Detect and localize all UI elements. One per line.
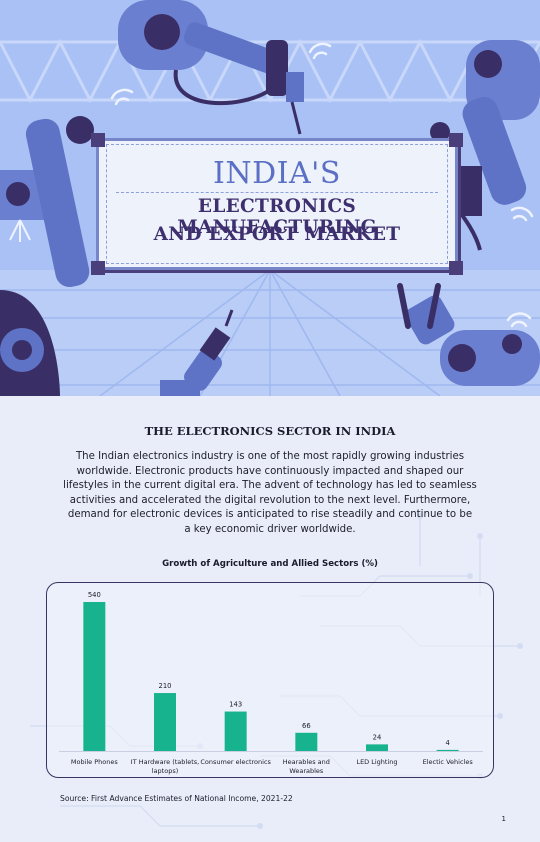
data-label: 143	[229, 701, 242, 709]
category-label: Consumer electronics	[200, 758, 271, 766]
chart-title: Growth of Agriculture and Allied Sectors…	[162, 559, 378, 569]
data-label: 4	[446, 739, 450, 747]
category-label: LED Lighting	[356, 758, 397, 766]
intro-line: demand for electronic devices is anticip…	[67, 509, 473, 521]
content-section: THE ELECTRONICS SECTOR IN INDIA The Indi…	[0, 396, 540, 842]
title-banner-dashed-border	[106, 144, 448, 264]
bar	[366, 744, 388, 751]
intro-paragraph: The Indian electronics industry is one o…	[56, 450, 484, 538]
intro-line: lifestyles in the current digital era. T…	[63, 480, 477, 492]
category-label: Mobile Phones	[71, 758, 119, 766]
banner-title-line1: INDIA'S	[213, 156, 341, 191]
title-banner-frame	[96, 138, 458, 270]
bar-chart: 540 Mobile Phones 210 IT Hardware (tablets,…	[46, 582, 494, 778]
banner-corner	[91, 261, 105, 275]
bar	[83, 602, 106, 751]
banner-corner	[449, 261, 463, 275]
intro-line: activities and accelerated the digital r…	[69, 494, 471, 506]
source-note: Source: First Advance Estimates of Natio…	[60, 794, 293, 803]
bar	[154, 693, 176, 751]
intro-line: a key economic driver worldwide.	[184, 523, 356, 535]
bar	[295, 732, 318, 751]
category-label: IT Hardware (tablets,	[131, 758, 199, 766]
factory-robot-illustration	[0, 0, 540, 396]
bar	[224, 711, 247, 751]
data-label: 66	[302, 722, 311, 730]
banner-corner	[91, 133, 105, 147]
page-number: 1	[501, 815, 506, 823]
banner-separator	[116, 192, 438, 193]
intro-line: The Indian electronics industry is one o…	[75, 451, 465, 462]
data-label: 24	[373, 733, 382, 741]
category-label: Wearables	[289, 767, 324, 775]
banner-corner	[449, 133, 463, 147]
banner-title-line2: ELECTRONICS MANUFACTURING	[177, 196, 377, 238]
bar	[436, 749, 459, 751]
section-title: THE ELECTRONICS SECTOR IN INDIA	[144, 424, 396, 438]
intro-line: worldwide. Electronic products have cont…	[76, 465, 464, 477]
banner-title-line3: AND EXPORT MARKET	[153, 224, 401, 245]
title-banner: INDIA'S ELECTRONICS MANUFACTURING AND EX…	[91, 133, 463, 275]
data-label: 210	[159, 682, 172, 690]
hero-banner: INDIA'S ELECTRONICS MANUFACTURING AND EX…	[0, 0, 540, 396]
bar-chart-svg: 540 Mobile Phones 210 IT Hardware (tablets,…	[59, 591, 483, 775]
data-label: 540	[88, 591, 101, 599]
category-label: Hearables and	[283, 758, 330, 766]
category-label: Electic Vehicles	[423, 758, 474, 766]
category-label: laptops)	[152, 767, 179, 775]
